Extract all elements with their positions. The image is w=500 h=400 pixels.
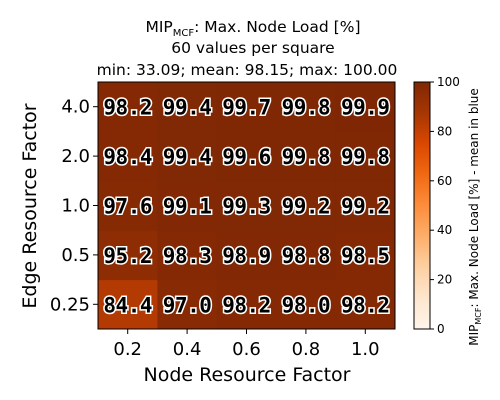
heatmap-cell-value: 98.3	[163, 244, 212, 268]
heatmap-cell-value: 98.2	[341, 293, 390, 317]
colorbar-tick-label: 100	[437, 75, 460, 89]
heatmap-cell	[335, 82, 396, 132]
heatmap-cell	[335, 279, 396, 330]
heatmap-cell-value: 99.2	[282, 195, 331, 219]
heatmap-cell	[216, 131, 277, 182]
heatmap-cell-value: 95.2	[103, 244, 152, 268]
heatmap-cell	[98, 82, 158, 132]
y-tick-label: 4.0	[61, 97, 90, 118]
heatmap-cell-value: 97.0	[163, 293, 212, 317]
heatmap-cell-value: 98.0	[282, 293, 331, 317]
heatmap-cell-value: 99.6	[222, 145, 271, 169]
colorbar-tick-label: 40	[437, 223, 452, 237]
chart-title-line-3: min: 33.09; mean: 98.15; max: 100.00	[97, 61, 398, 79]
heatmap-cell-value: 97.6	[103, 195, 152, 219]
heatmap-cell-value: 99.8	[282, 145, 331, 169]
heatmap-cell	[216, 180, 277, 231]
y-axis-ticks: 0.25 0.5 1.0 2.0 4.0	[50, 97, 98, 315]
heatmap-cell-value: 98.9	[222, 244, 271, 268]
heatmap-cell	[276, 230, 337, 281]
colorbar	[413, 81, 431, 330]
colorbar-tick-label: 80	[437, 124, 452, 138]
colorbar-ticks: 0 20 40 60 80 100	[430, 75, 460, 336]
colorbar-tick-label: 0	[437, 322, 445, 336]
heatmap-cell	[216, 230, 277, 281]
heatmap-cell-value: 99.1	[163, 195, 212, 219]
heatmap-cell	[157, 230, 218, 281]
heatmap-cell-value: 98.4	[103, 145, 152, 169]
y-tick-label: 0.5	[61, 245, 90, 266]
x-axis-label: Node Resource Factor	[144, 364, 351, 386]
heatmap-cell-value: 98.2	[103, 96, 152, 120]
colorbar-label: MIPMCF: Max. Node Load [%] - mean in blu…	[467, 88, 483, 346]
heatmap-cell	[276, 82, 337, 132]
heatmap-cell-value: 98.8	[282, 244, 331, 268]
heatmap-cell	[276, 131, 337, 182]
heatmap-cell	[98, 279, 158, 330]
chart-title-line-2: 60 values per square	[171, 39, 334, 57]
heatmap-cell-value: 99.7	[222, 96, 271, 120]
heatmap-cell-labels: 84.4 97.0 98.2 98.0 98.2 95.2 98.3 98.9 98.8 98.5…	[102, 94, 392, 319]
heatmap-cell-value: 99.3	[222, 195, 271, 219]
x-tick-label: 0.6	[232, 339, 261, 360]
heatmap-cell	[216, 279, 277, 330]
heatmap-cell-value: 98.2	[222, 293, 271, 317]
heatmap-cell-value: 98.5	[341, 244, 390, 268]
heatmap-cell-value: 99.4	[163, 145, 212, 169]
heatmap-cell	[157, 82, 218, 132]
y-axis-label: Edge Resource Factor	[19, 103, 41, 308]
heatmap-cell	[335, 180, 396, 231]
heatmap-cell	[98, 131, 158, 182]
heatmap-cell	[98, 230, 158, 281]
y-tick-label: 2.0	[61, 146, 90, 167]
x-axis-ticks: 0.2 0.4 0.6 0.8 1.0	[113, 329, 380, 360]
heatmap-cell-value: 84.4	[103, 293, 152, 317]
x-tick-label: 1.0	[351, 339, 380, 360]
heatmap-cell	[276, 279, 337, 330]
heatmap-cell-value: 99.4	[163, 96, 212, 120]
heatmap-cell	[216, 82, 277, 132]
chart-title-line-1: MIPMCF: Max. Node Load [%]	[145, 18, 360, 39]
heatmap-cell-value: 99.8	[282, 96, 331, 120]
y-tick-label: 0.25	[50, 294, 90, 315]
heatmap-cell-value: 99.9	[341, 96, 390, 120]
x-tick-label: 0.8	[292, 339, 321, 360]
heatmap-cell	[98, 180, 158, 231]
x-tick-label: 0.2	[113, 339, 142, 360]
x-tick-label: 0.4	[173, 339, 202, 360]
colorbar-tick-label: 20	[437, 273, 452, 287]
heatmap-cell-value: 99.8	[341, 145, 390, 169]
heatmap-cell	[335, 131, 396, 182]
heatmap-cell-value: 99.2	[341, 195, 390, 219]
colorbar-tick-label: 60	[437, 174, 452, 188]
heatmap-cell	[157, 131, 218, 182]
heatmap-cell	[335, 230, 396, 281]
heatmap-cell	[276, 180, 337, 231]
heatmap-cells	[98, 82, 396, 330]
heatmap-cell	[157, 180, 218, 231]
heatmap-cell	[157, 279, 218, 330]
y-tick-label: 1.0	[61, 196, 90, 217]
